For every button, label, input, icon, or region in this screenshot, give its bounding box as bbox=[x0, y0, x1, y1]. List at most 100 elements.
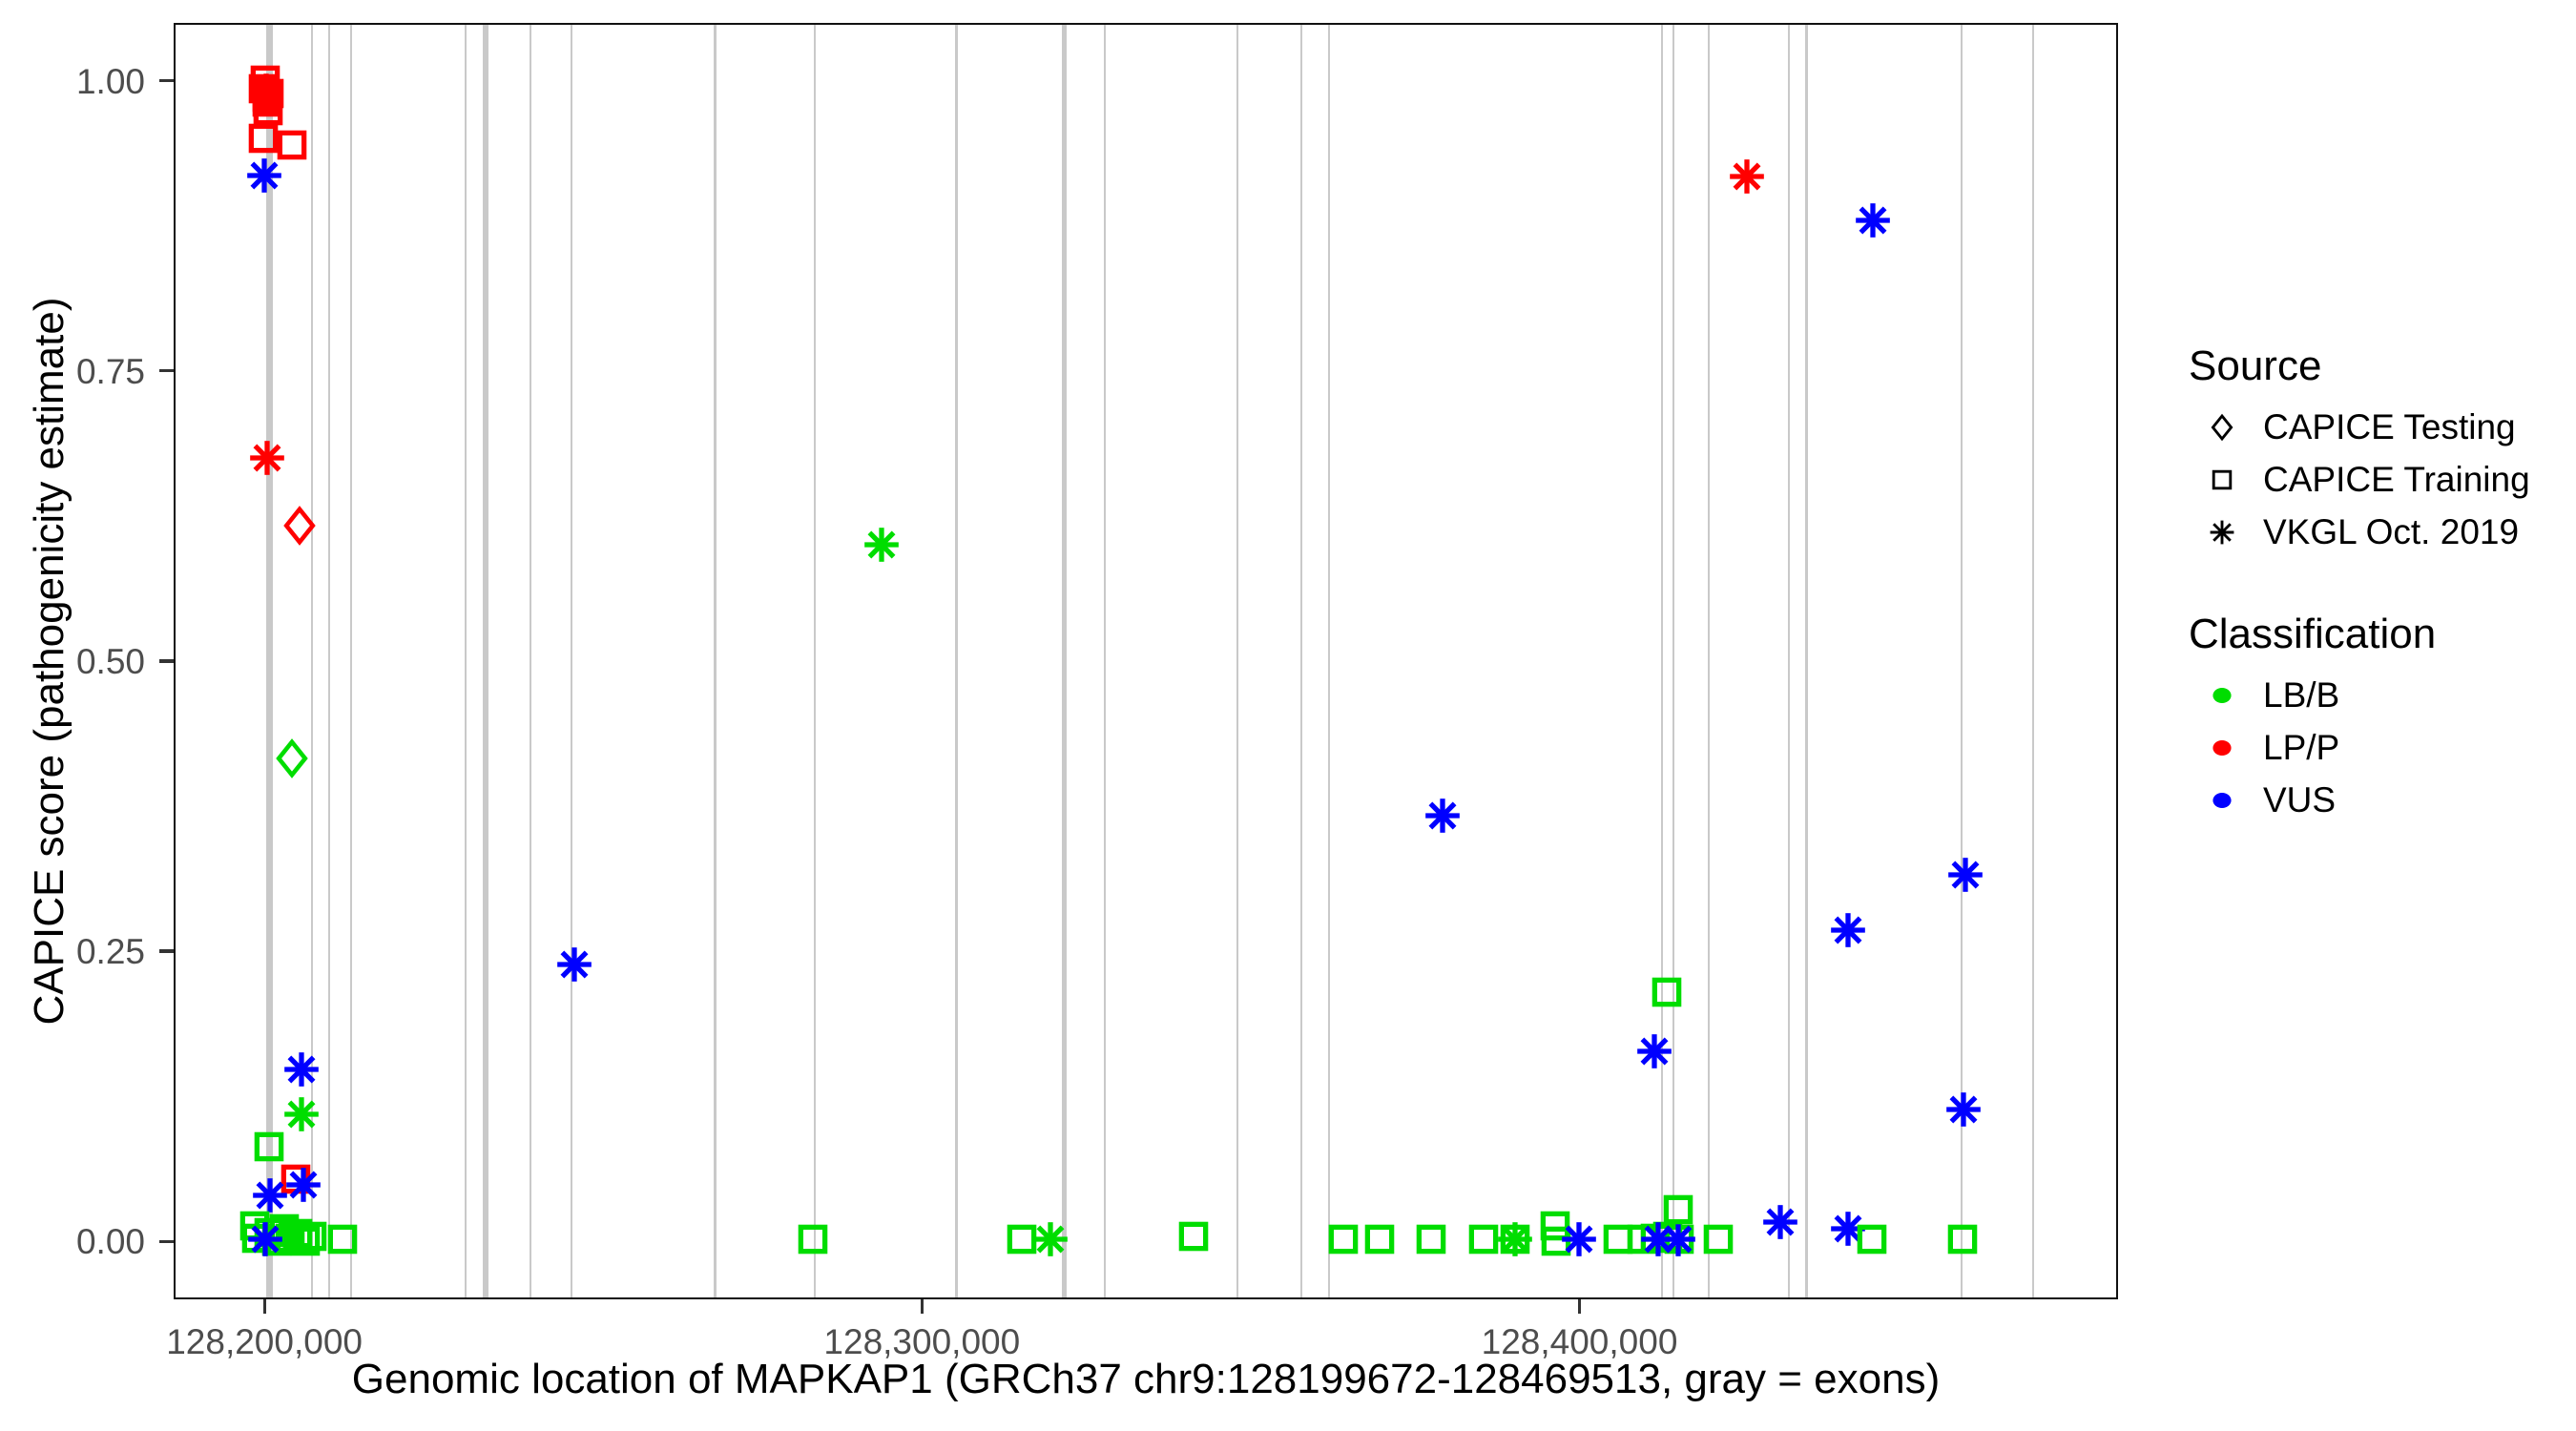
data-point-square bbox=[1603, 1225, 1632, 1255]
exon-line bbox=[1061, 25, 1067, 1297]
legend-item-capice-testing: CAPICE Testing bbox=[2189, 401, 2530, 453]
data-point-square bbox=[1178, 1221, 1208, 1251]
data-point-square bbox=[1364, 1225, 1394, 1255]
exon-line bbox=[814, 25, 817, 1297]
y-tick-label: 1.00 bbox=[75, 61, 145, 101]
exon-line bbox=[1672, 25, 1675, 1297]
y-tick-label: 0.25 bbox=[75, 932, 145, 972]
data-point-square bbox=[1500, 1225, 1529, 1255]
data-point-asterisk bbox=[1729, 159, 1764, 194]
data-point-asterisk bbox=[284, 1051, 320, 1087]
legend-item-lpp: LP/P bbox=[2189, 721, 2530, 774]
data-point-square bbox=[290, 1226, 320, 1255]
exon-line bbox=[265, 25, 273, 1297]
y-tick-mark bbox=[159, 1239, 174, 1243]
y-tick-mark bbox=[159, 369, 174, 373]
exon-line bbox=[483, 25, 489, 1297]
exon-line bbox=[1788, 25, 1791, 1297]
data-point-asterisk bbox=[1561, 1222, 1596, 1257]
data-point-square bbox=[1857, 1225, 1886, 1255]
x-axis-title: Genomic location of MAPKAP1 (GRCh37 chr9… bbox=[351, 1356, 1941, 1402]
blue-dot-icon bbox=[2189, 785, 2255, 816]
y-tick-label: 0.50 bbox=[75, 642, 145, 681]
legend-item-label: CAPICE Training bbox=[2263, 459, 2530, 499]
data-point-asterisk bbox=[1830, 1212, 1865, 1247]
data-point-asterisk bbox=[1762, 1205, 1797, 1239]
exon-line bbox=[1236, 25, 1239, 1297]
data-point-square bbox=[1468, 1225, 1498, 1255]
exon-line bbox=[350, 25, 353, 1297]
legend: Source CAPICE Testing CAPICE Training VK… bbox=[2189, 345, 2530, 826]
exon-line bbox=[954, 25, 958, 1297]
plot-panel bbox=[174, 23, 2118, 1299]
legend-item-vus: VUS bbox=[2189, 774, 2530, 826]
data-point-square bbox=[1652, 1221, 1682, 1251]
data-point-asterisk bbox=[1945, 1092, 1981, 1127]
data-point-square bbox=[1416, 1225, 1445, 1255]
y-axis-title: CAPICE score (pathogenicity estimate) bbox=[26, 297, 73, 1026]
data-point-square bbox=[798, 1225, 827, 1255]
exon-line bbox=[1328, 25, 1331, 1297]
exon-line bbox=[2032, 25, 2035, 1297]
data-point-asterisk bbox=[556, 947, 592, 982]
legend-item-label: VKGL Oct. 2019 bbox=[2263, 511, 2520, 551]
x-tick-label: 128,400,000 bbox=[1481, 1322, 1678, 1361]
x-tick-mark bbox=[920, 1299, 924, 1314]
data-point-asterisk bbox=[247, 1222, 282, 1257]
legend-classification-title: Classification bbox=[2189, 611, 2437, 657]
exon-line bbox=[530, 25, 532, 1297]
y-tick-label: 0.75 bbox=[75, 351, 145, 391]
exon-line bbox=[571, 25, 573, 1297]
data-point-asterisk bbox=[1497, 1222, 1532, 1257]
data-point-asterisk bbox=[863, 527, 899, 562]
data-point-square bbox=[1627, 1225, 1656, 1255]
data-point-square bbox=[276, 1223, 305, 1254]
square-icon bbox=[2189, 465, 2255, 495]
data-point-asterisk bbox=[1947, 858, 1983, 893]
exon-line bbox=[1661, 25, 1664, 1297]
legend-item-label: LP/P bbox=[2263, 727, 2340, 767]
data-point-square bbox=[1703, 1225, 1733, 1255]
y-tick-mark bbox=[159, 949, 174, 953]
data-point-asterisk bbox=[1830, 912, 1865, 947]
data-point-asterisk bbox=[246, 158, 281, 193]
data-point-asterisk bbox=[1424, 798, 1460, 834]
y-tick-mark bbox=[159, 79, 174, 83]
legend-item-capice-training: CAPICE Training bbox=[2189, 453, 2530, 506]
legend-source-title: Source bbox=[2189, 342, 2322, 389]
exon-line bbox=[328, 25, 331, 1297]
data-point-square bbox=[248, 123, 278, 154]
data-point-square bbox=[1664, 1225, 1693, 1255]
exon-line bbox=[1104, 25, 1107, 1297]
legend-item-label: LB/B bbox=[2263, 674, 2340, 715]
data-point-diamond bbox=[283, 506, 317, 547]
data-point-square bbox=[1640, 1223, 1670, 1254]
data-point-square bbox=[250, 65, 280, 95]
exon-line bbox=[465, 25, 467, 1297]
x-tick-mark bbox=[1577, 1299, 1582, 1314]
exon-line bbox=[311, 25, 314, 1297]
data-point-diamond bbox=[276, 737, 309, 778]
green-dot-icon bbox=[2189, 680, 2255, 711]
x-tick-mark bbox=[262, 1299, 266, 1314]
exon-line bbox=[1961, 25, 1963, 1297]
x-tick-label: 128,300,000 bbox=[823, 1322, 1021, 1361]
legend-item-label: VUS bbox=[2263, 779, 2337, 819]
data-point-square bbox=[1652, 977, 1681, 1007]
asterisk-icon bbox=[2189, 517, 2255, 548]
legend-item-lbb: LB/B bbox=[2189, 669, 2530, 721]
data-point-asterisk bbox=[1855, 203, 1890, 238]
exon-line bbox=[1300, 25, 1303, 1297]
data-point-square bbox=[1007, 1225, 1036, 1255]
red-dot-icon bbox=[2189, 733, 2255, 763]
y-tick-mark bbox=[159, 659, 174, 663]
legend-item-label: CAPICE Testing bbox=[2263, 406, 2516, 446]
data-point-asterisk bbox=[284, 1097, 320, 1131]
data-point-asterisk bbox=[1636, 1034, 1672, 1069]
exon-line bbox=[1708, 25, 1711, 1297]
data-point-asterisk bbox=[286, 1168, 322, 1203]
data-point-square bbox=[261, 1226, 291, 1255]
data-point-square bbox=[1541, 1226, 1570, 1255]
data-point-square bbox=[248, 73, 278, 104]
